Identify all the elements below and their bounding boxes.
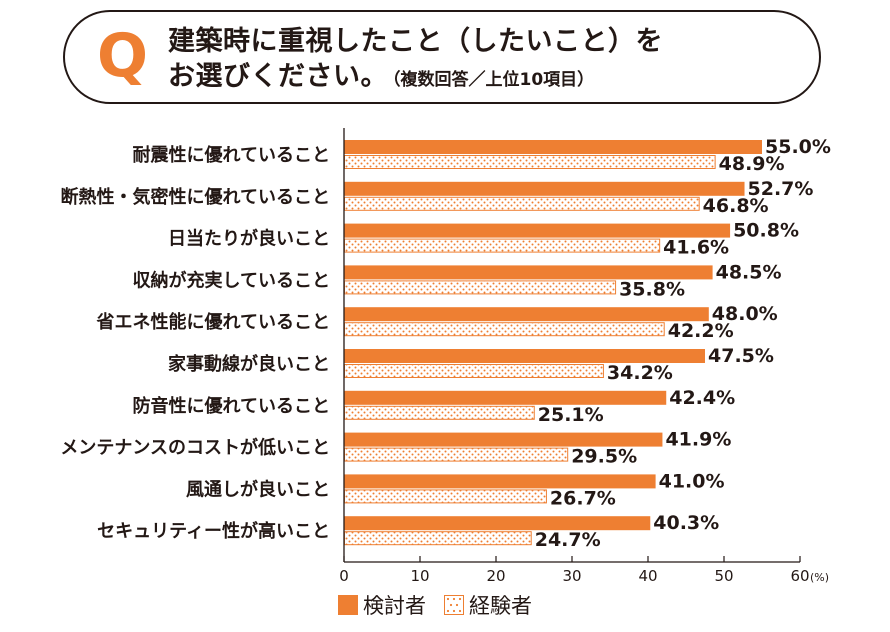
x-tick-label: 50 xyxy=(714,567,733,585)
data-label-series2: 24.7% xyxy=(535,529,601,551)
legend-item-series1: 検討者 xyxy=(338,590,426,620)
data-label-series2: 46.8% xyxy=(703,195,769,217)
data-label-series1: 50.8% xyxy=(733,220,799,242)
bar-series2 xyxy=(344,489,547,504)
category-label: 耐震性に優れていること xyxy=(133,144,330,166)
data-label-series2: 29.5% xyxy=(571,446,637,468)
bar-series2 xyxy=(344,238,661,253)
category-label: 収納が充実していること xyxy=(133,269,330,291)
data-label-series2: 48.9% xyxy=(719,153,785,175)
category-label: メンテナンスのコストが低いこと xyxy=(60,437,330,459)
x-tick-label: 0 xyxy=(339,567,349,585)
legend-swatch-solid xyxy=(338,595,358,615)
bar-series2 xyxy=(344,196,700,211)
bar-series1 xyxy=(344,307,709,322)
bar-series1 xyxy=(344,265,713,280)
category-label: 省エネ性能に優れていること xyxy=(96,311,330,333)
x-axis-unit: (%) xyxy=(810,571,829,584)
legend: 検討者 経験者 xyxy=(338,592,550,618)
bar-series2 xyxy=(344,280,617,295)
x-tick-label: 60 xyxy=(790,567,809,585)
data-label-series2: 26.7% xyxy=(550,487,616,509)
data-label-series1: 41.0% xyxy=(659,470,725,492)
data-label-series1: 55.0% xyxy=(765,136,831,158)
category-label: 断熱性・気密性に優れていること xyxy=(61,186,330,208)
bar-series1 xyxy=(344,432,663,447)
question-line-2: お選びください。 xyxy=(168,61,388,92)
data-label-series1: 52.7% xyxy=(748,178,814,200)
bar-series1 xyxy=(344,140,762,154)
question-note: （複数回答／上位10項目） xyxy=(392,70,595,90)
data-label-series1: 40.3% xyxy=(653,512,719,534)
legend-label-series1: 検討者 xyxy=(363,594,426,618)
x-tick-label: 40 xyxy=(638,567,657,585)
question-text: 建築時に重視したこと（したいこと）を お選びください。 （複数回答／上位10項目） xyxy=(168,24,663,98)
category-label: 家事動線が良いこと xyxy=(168,353,330,375)
data-label-series1: 48.0% xyxy=(712,303,778,325)
question-box: Q 建築時に重視したこと（したいこと）を お選びください。 （複数回答／上位10項… xyxy=(63,10,821,104)
x-tick-label: 30 xyxy=(562,567,581,585)
bar-series2 xyxy=(344,531,532,546)
data-label-series2: 42.2% xyxy=(668,320,734,342)
data-label-series1: 41.9% xyxy=(665,429,731,451)
category-label: セキュリティー性が高いこと xyxy=(97,520,330,542)
bar-series2 xyxy=(344,447,569,462)
bar-series1 xyxy=(344,474,656,489)
question-line-2-wrap: お選びください。 （複数回答／上位10項目） xyxy=(168,59,663,98)
question-line-1: 建築時に重視したこと（したいこと）を xyxy=(168,26,663,57)
bar-series1 xyxy=(344,390,667,405)
data-label-series2: 34.2% xyxy=(607,362,673,384)
bar-series1 xyxy=(344,223,731,238)
bar-series1 xyxy=(344,181,745,196)
x-tick-label: 20 xyxy=(486,567,505,585)
bar-series1 xyxy=(344,516,651,531)
category-label: 日当たりが良いこと xyxy=(168,228,330,250)
bar-series2 xyxy=(344,322,665,337)
bar-series2 xyxy=(344,155,716,169)
legend-swatch-dotted xyxy=(444,595,464,615)
bar-series2 xyxy=(344,364,604,378)
legend-item-series2: 経験者 xyxy=(444,590,532,620)
x-tick-label: 10 xyxy=(410,567,429,585)
data-label-series1: 47.5% xyxy=(708,345,774,367)
legend-label-series2: 経験者 xyxy=(469,594,532,618)
data-label-series2: 41.6% xyxy=(663,237,729,259)
bar-series2 xyxy=(344,405,535,420)
data-label-series2: 35.8% xyxy=(619,278,685,300)
bar-series1 xyxy=(344,349,705,363)
category-label: 防音性に優れていること xyxy=(133,395,330,417)
question-mark: Q xyxy=(97,21,149,91)
data-label-series1: 42.4% xyxy=(669,387,735,409)
data-label-series2: 25.1% xyxy=(538,404,604,426)
data-label-series1: 48.5% xyxy=(716,261,782,283)
category-label: 風通しが良いこと xyxy=(186,478,330,500)
